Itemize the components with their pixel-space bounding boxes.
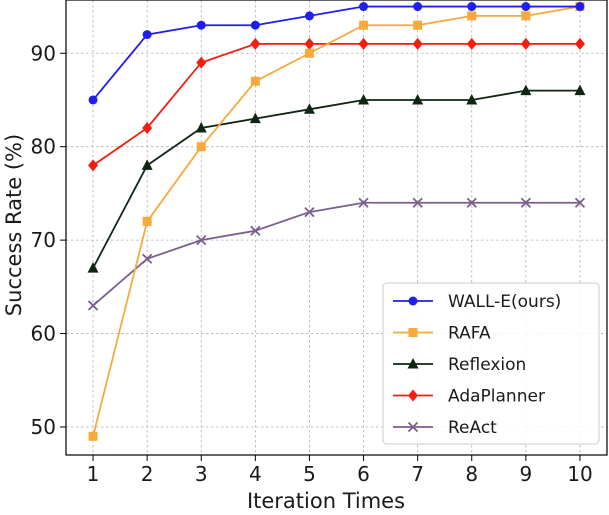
data-point-react bbox=[412, 197, 423, 208]
data-point-adaplanner bbox=[142, 121, 153, 134]
legend-marker bbox=[407, 358, 419, 369]
data-point-rafa bbox=[521, 11, 531, 21]
data-point-wall-e-ours bbox=[467, 2, 477, 12]
legend-item-wall-e-ours: WALL-E(ours) bbox=[393, 292, 561, 312]
series-wall-e-ours bbox=[88, 2, 585, 105]
data-point-react bbox=[358, 197, 369, 208]
grid-lines bbox=[66, 0, 607, 455]
data-point-adaplanner bbox=[196, 56, 207, 69]
data-point-reflexion bbox=[303, 103, 315, 114]
data-point-rafa bbox=[88, 431, 98, 441]
y-tick-label: 70 bbox=[31, 228, 56, 252]
data-point-react bbox=[466, 197, 477, 208]
legend-marker bbox=[408, 328, 418, 337]
data-point-reflexion bbox=[358, 93, 370, 105]
legend-item-reflexion: Reflexion bbox=[393, 355, 526, 375]
legend-label: AdaPlanner bbox=[448, 387, 545, 407]
data-point-adaplanner bbox=[88, 159, 99, 172]
data-point-wall-e-ours bbox=[250, 20, 260, 30]
legend-label: ReAct bbox=[448, 418, 497, 438]
x-axis-title: Iteration Times bbox=[247, 489, 405, 513]
series-reflexion bbox=[87, 84, 586, 273]
data-point-wall-e-ours bbox=[196, 20, 206, 30]
legend-marker bbox=[408, 389, 418, 402]
data-point-wall-e-ours bbox=[413, 2, 423, 12]
legend-label: WALL-E(ours) bbox=[448, 292, 561, 312]
data-point-adaplanner bbox=[358, 37, 369, 50]
data-point-reflexion bbox=[141, 159, 153, 170]
legend-item-rafa: RAFA bbox=[393, 324, 491, 344]
data-point-rafa bbox=[304, 48, 314, 58]
data-point-rafa bbox=[467, 11, 477, 21]
data-point-adaplanner bbox=[412, 37, 423, 50]
x-tick-label: 8 bbox=[465, 462, 478, 486]
data-point-react bbox=[520, 197, 531, 208]
x-tick-label: 5 bbox=[303, 462, 316, 486]
data-point-rafa bbox=[359, 20, 369, 30]
data-point-wall-e-ours bbox=[575, 2, 585, 12]
series-line-rafa bbox=[92, 5, 581, 437]
series-layer bbox=[87, 2, 586, 441]
data-point-rafa bbox=[250, 76, 260, 86]
legend-box bbox=[382, 282, 600, 445]
x-tick-label: 10 bbox=[567, 462, 592, 486]
data-point-reflexion bbox=[249, 112, 261, 124]
legend-marker bbox=[407, 421, 419, 433]
x-tick-label: 1 bbox=[87, 462, 100, 486]
legend-item-adaplanner: AdaPlanner bbox=[393, 387, 545, 407]
x-tick-label: 4 bbox=[249, 462, 262, 486]
x-tick-label: 3 bbox=[195, 462, 208, 486]
series-line-reflexion bbox=[92, 89, 580, 269]
data-point-react bbox=[574, 197, 586, 208]
legend-marker bbox=[408, 296, 418, 306]
series-react bbox=[87, 197, 586, 311]
data-point-react bbox=[250, 225, 261, 236]
data-point-adaplanner bbox=[574, 37, 585, 50]
data-point-wall-e-ours bbox=[88, 95, 98, 105]
data-point-rafa bbox=[142, 216, 152, 226]
x-tick-label: 9 bbox=[519, 462, 532, 486]
series-line-react bbox=[92, 201, 580, 307]
legend: WALL-E(ours) RAFA Reflexion AdaPlanner ReAct bbox=[382, 282, 600, 445]
data-point-rafa bbox=[196, 142, 206, 152]
x-tick-label: 2 bbox=[141, 462, 154, 486]
y-tick-label: 80 bbox=[31, 135, 56, 159]
legend-label: RAFA bbox=[448, 324, 491, 344]
data-point-wall-e-ours bbox=[359, 2, 369, 12]
data-point-react bbox=[87, 300, 99, 311]
x-tick-label: 7 bbox=[411, 462, 424, 486]
legend-item-react: ReAct bbox=[393, 418, 497, 438]
data-point-adaplanner bbox=[520, 37, 531, 50]
data-point-react bbox=[196, 234, 207, 246]
y-tick-label: 90 bbox=[31, 41, 56, 65]
series-line-wall-e-ours bbox=[92, 5, 580, 101]
data-point-react bbox=[304, 206, 315, 218]
series-line-adaplanner bbox=[92, 43, 580, 167]
data-point-adaplanner bbox=[466, 37, 477, 50]
data-point-reflexion bbox=[195, 121, 207, 133]
y-axis-title: Success Rate (%) bbox=[2, 134, 26, 316]
data-point-reflexion bbox=[87, 262, 99, 273]
data-point-adaplanner bbox=[304, 37, 315, 50]
series-adaplanner bbox=[88, 37, 585, 172]
y-tick-label: 50 bbox=[31, 415, 56, 439]
data-point-wall-e-ours bbox=[304, 11, 314, 21]
y-tick-label: 60 bbox=[31, 322, 56, 346]
x-axis-ticks: 1 2 3 4 5 6 7 8 9 10 bbox=[87, 455, 593, 486]
data-point-reflexion bbox=[466, 93, 478, 105]
data-point-reflexion bbox=[574, 84, 586, 96]
data-point-adaplanner bbox=[250, 37, 261, 50]
data-point-wall-e-ours bbox=[142, 30, 152, 40]
data-point-reflexion bbox=[412, 93, 424, 105]
data-point-reflexion bbox=[520, 84, 532, 96]
y-axis-ticks: 50 60 70 80 90 bbox=[31, 41, 66, 439]
data-point-rafa bbox=[413, 20, 423, 30]
x-tick-label: 6 bbox=[357, 462, 370, 486]
legend-label: Reflexion bbox=[448, 355, 526, 375]
data-point-react bbox=[142, 253, 153, 264]
data-point-wall-e-ours bbox=[521, 2, 531, 12]
plot-frame bbox=[65, 0, 608, 456]
